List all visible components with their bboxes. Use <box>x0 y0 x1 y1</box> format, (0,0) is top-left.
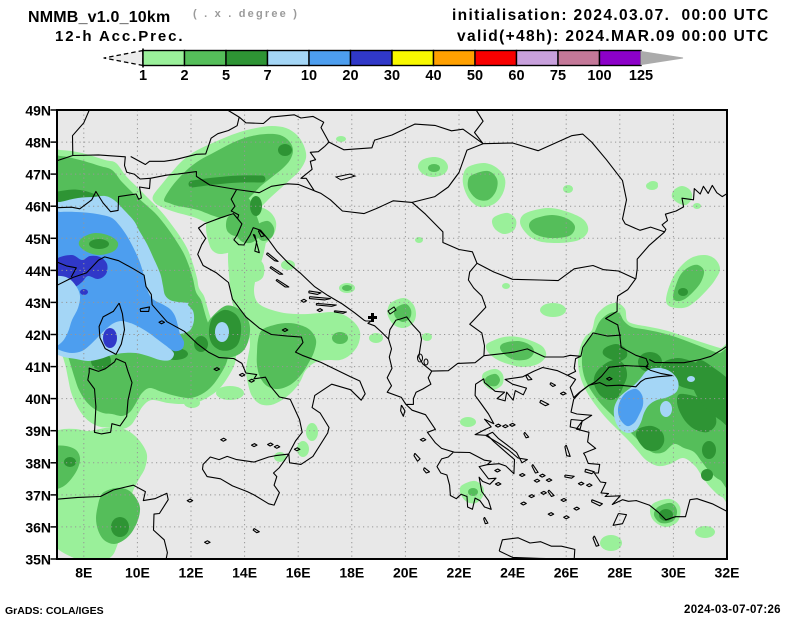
svg-text:1: 1 <box>139 68 147 84</box>
svg-text:7: 7 <box>263 68 271 84</box>
svg-text:49N: 49N <box>25 103 51 119</box>
svg-text:18E: 18E <box>339 565 364 581</box>
svg-text:39N: 39N <box>25 423 51 439</box>
svg-text:43N: 43N <box>25 295 51 311</box>
svg-text:50: 50 <box>467 68 483 84</box>
svg-text:16E: 16E <box>286 565 311 581</box>
svg-text:12E: 12E <box>179 565 204 581</box>
svg-text:40: 40 <box>425 68 441 84</box>
svg-text:42N: 42N <box>25 327 51 343</box>
svg-text:75: 75 <box>550 68 566 84</box>
svg-text:100: 100 <box>587 68 611 84</box>
svg-text:14E: 14E <box>232 565 257 581</box>
svg-text:41N: 41N <box>25 359 51 375</box>
svg-text:36N: 36N <box>25 519 51 535</box>
svg-text:40N: 40N <box>25 391 51 407</box>
svg-text:38N: 38N <box>25 455 51 471</box>
svg-text:24E: 24E <box>500 565 525 581</box>
svg-text:47N: 47N <box>25 167 51 183</box>
svg-text:125: 125 <box>629 68 653 84</box>
svg-text:45N: 45N <box>25 231 51 247</box>
svg-text:35N: 35N <box>25 552 51 568</box>
svg-text:60: 60 <box>508 68 524 84</box>
svg-text:2: 2 <box>180 68 188 84</box>
svg-text:20E: 20E <box>393 565 418 581</box>
svg-text:46N: 46N <box>25 199 51 215</box>
svg-text:30E: 30E <box>661 565 686 581</box>
svg-text:20: 20 <box>342 68 358 84</box>
svg-text:22E: 22E <box>447 565 472 581</box>
svg-text:32E: 32E <box>715 565 740 581</box>
svg-text:26E: 26E <box>554 565 579 581</box>
svg-text:10E: 10E <box>125 565 150 581</box>
svg-text:30: 30 <box>384 68 400 84</box>
svg-text:5: 5 <box>222 68 230 84</box>
svg-text:44N: 44N <box>25 263 51 279</box>
svg-text:8E: 8E <box>75 565 92 581</box>
svg-text:37N: 37N <box>25 487 51 503</box>
svg-text:28E: 28E <box>607 565 632 581</box>
svg-text:48N: 48N <box>25 135 51 151</box>
svg-text:10: 10 <box>301 68 317 84</box>
